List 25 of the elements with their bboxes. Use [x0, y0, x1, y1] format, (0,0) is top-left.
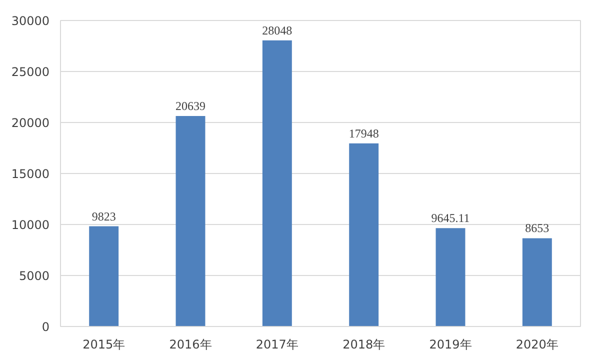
bar	[262, 40, 292, 326]
x-tick-label: 2020年	[516, 338, 558, 352]
data-label: 17948	[348, 126, 379, 140]
y-tick-label: 0	[42, 320, 50, 334]
y-tick-label: 30000	[11, 14, 50, 28]
bar	[522, 238, 552, 326]
x-tick-label: 2019年	[429, 338, 472, 352]
x-tick-label: 2017年	[256, 338, 298, 352]
data-label: 9823	[92, 209, 116, 224]
x-tick-label: 2016年	[169, 338, 212, 352]
bar	[176, 116, 206, 326]
data-label: 9645.11	[431, 211, 470, 226]
x-tick-label: 2015年	[82, 338, 126, 352]
bar	[349, 143, 379, 326]
y-tick-label: 15000	[11, 167, 50, 181]
data-label: 20639	[176, 98, 206, 113]
y-tick-label: 5000	[18, 269, 50, 283]
x-tick-label: 2018年	[342, 338, 386, 352]
bar	[89, 226, 119, 326]
y-tick-label: 20000	[11, 116, 50, 130]
y-tick-label: 25000	[11, 65, 50, 79]
bar	[436, 228, 466, 326]
data-label: 8653	[525, 221, 550, 236]
y-tick-label: 10000	[11, 218, 50, 232]
data-label: 28048	[262, 23, 292, 38]
